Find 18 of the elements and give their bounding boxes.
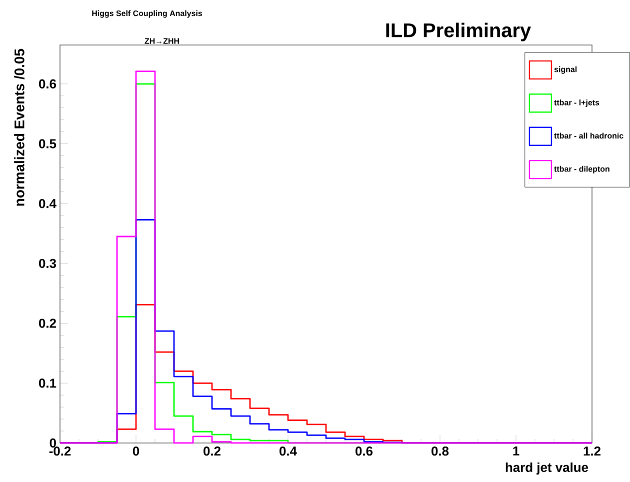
- x-tick-label: 0: [132, 446, 140, 456]
- y-tick-label: 0.4: [39, 199, 56, 208]
- x-tick-label: 0.8: [432, 446, 449, 456]
- x-axis-title: hard jet value: [506, 462, 588, 475]
- x-tick-label: 1: [513, 446, 520, 456]
- x-tick-label: 1.2: [584, 446, 600, 456]
- chart-title: ILD Preliminary: [386, 22, 531, 42]
- x-tick-label: 0.4: [280, 446, 297, 456]
- y-axis-title: normalized Events /0.05: [14, 48, 24, 206]
- x-tick-label: 0.6: [356, 446, 373, 456]
- y-tick-label: 0.3: [39, 258, 56, 268]
- y-tick-label: 0.2: [39, 318, 56, 328]
- y-tick-label: 0.6: [39, 79, 56, 88]
- y-tick-label: 0.5: [39, 139, 56, 148]
- y-tick-label: 0.1: [39, 378, 56, 388]
- x-tick-label: -0.2: [49, 446, 71, 456]
- x-tick-label: 0.2: [204, 446, 220, 456]
- y-tick-label: 0: [50, 438, 56, 448]
